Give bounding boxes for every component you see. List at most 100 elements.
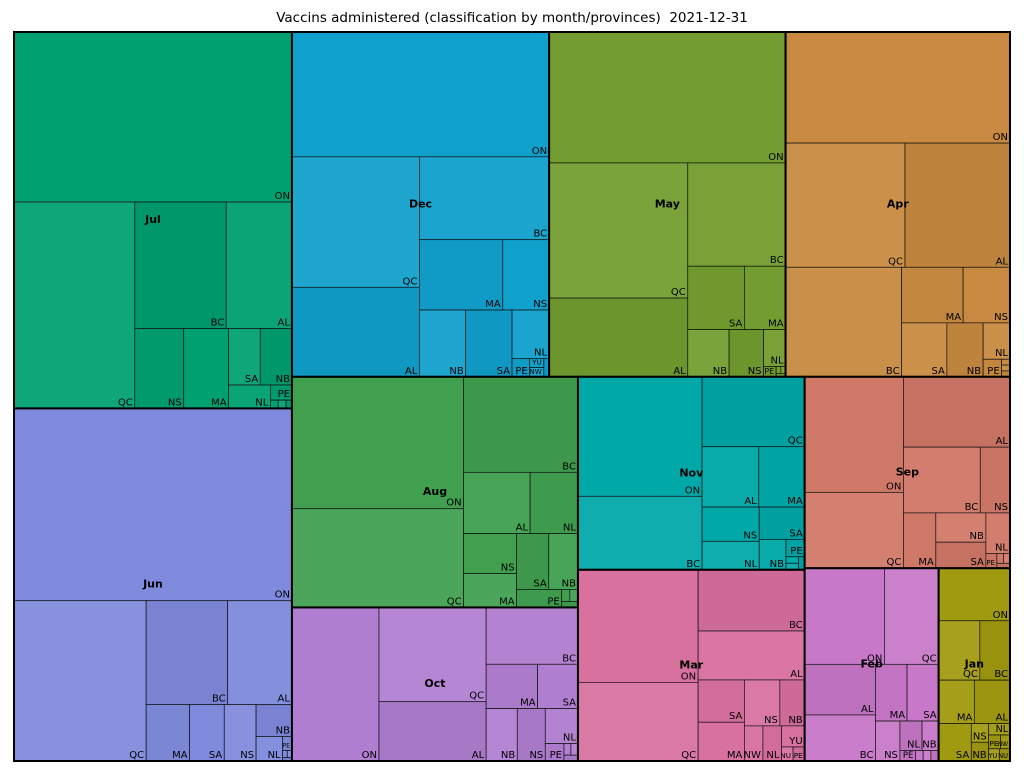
province-label-mar-pe: PE xyxy=(794,751,803,760)
province-label-aug-bc: BC xyxy=(562,461,576,472)
cell-apr-yu xyxy=(1001,364,1011,372)
province-label-may-bc: BC xyxy=(770,255,784,266)
cell-mar-sa xyxy=(697,679,745,723)
cell-jul-ns xyxy=(134,328,185,409)
cell-nov-qc xyxy=(701,376,806,448)
province-label-oct-on: ON xyxy=(362,750,377,761)
cell-aug-bc xyxy=(463,376,579,473)
province-label-feb-ns: NS xyxy=(884,750,898,761)
cell-oct-nw xyxy=(563,743,572,756)
province-label-jul-pe: PE xyxy=(278,389,290,400)
province-label-aug-nl: NL xyxy=(563,523,576,534)
cell-nov-nw xyxy=(785,556,799,564)
cell-aug-ma xyxy=(463,573,517,608)
month-label-sep: Sep xyxy=(896,466,919,479)
province-label-jul-nl: NL xyxy=(255,397,268,408)
province-label-jan-nb: NB xyxy=(972,750,986,761)
province-label-jan-on: ON xyxy=(993,610,1008,621)
province-label-apr-sa: SA xyxy=(932,366,946,377)
province-label-aug-ma: MA xyxy=(499,596,515,607)
province-label-mar-nb: NB xyxy=(788,715,802,726)
cell-may-qc xyxy=(548,162,689,299)
province-label-jun-sa: SA xyxy=(209,750,223,761)
cell-sep-ns xyxy=(979,446,1011,514)
cell-nov-on xyxy=(577,376,703,497)
cell-jun-nw xyxy=(282,750,288,758)
cell-jan-bc xyxy=(979,620,1011,681)
month-label-dec: Dec xyxy=(409,197,432,210)
cell-mar-al xyxy=(697,630,806,681)
province-label-apr-nl: NL xyxy=(995,348,1008,359)
province-label-feb-sa: SA xyxy=(923,710,937,721)
province-label-feb-al: AL xyxy=(861,704,874,715)
province-label-apr-nb: NB xyxy=(967,366,981,377)
province-label-nov-ma: MA xyxy=(787,496,803,507)
cell-jul-nw xyxy=(270,399,279,409)
cell-jun-bc xyxy=(145,600,229,706)
cell-aug-qc xyxy=(291,508,464,608)
province-label-apr-al: AL xyxy=(996,256,1009,267)
cell-jul-al xyxy=(225,201,293,329)
province-label-apr-on: ON xyxy=(993,132,1008,143)
province-label-jun-ma: MA xyxy=(172,750,188,761)
province-label-feb-nb: NB xyxy=(922,739,936,750)
province-label-may-nb: NB xyxy=(713,366,727,377)
province-label-dec-sa: SA xyxy=(497,366,511,377)
cell-jan-on xyxy=(938,567,1011,622)
cell-dec-ma xyxy=(418,239,504,311)
province-label-sep-pe: PE xyxy=(986,559,995,567)
province-label-jun-al: AL xyxy=(278,694,291,705)
cell-feb-qc xyxy=(884,567,940,665)
cell-aug-ns xyxy=(463,533,517,574)
cell-may-on xyxy=(548,31,786,164)
cell-aug-nl xyxy=(529,471,579,534)
province-label-jun-nl: NL xyxy=(268,750,281,761)
cell-nov-al xyxy=(701,446,760,508)
province-label-nov-qc: QC xyxy=(788,436,803,447)
cell-sep-al xyxy=(903,376,1011,448)
province-label-oct-ma: MA xyxy=(520,698,536,709)
province-label-nov-on: ON xyxy=(685,485,700,496)
province-label-sep-nl: NL xyxy=(995,542,1008,553)
province-label-feb-nl: NL xyxy=(907,739,920,750)
province-label-jan-nu: NU xyxy=(998,752,1008,760)
cell-dec-qc xyxy=(291,156,420,288)
province-label-may-qc: QC xyxy=(671,287,686,298)
province-label-sep-ma: MA xyxy=(918,557,934,568)
cell-sep-nw xyxy=(996,553,1004,564)
province-label-sep-qc: QC xyxy=(887,557,902,568)
province-label-sep-bc: BC xyxy=(965,502,979,513)
province-label-jun-ns: NS xyxy=(240,750,254,761)
province-label-apr-ns: NS xyxy=(994,312,1008,323)
province-label-oct-pe: PE xyxy=(550,750,562,761)
cell-mar-ma xyxy=(697,721,745,762)
cell-jun-qc xyxy=(13,600,147,762)
province-label-sep-al: AL xyxy=(996,436,1009,447)
cell-jun-nl xyxy=(255,736,284,762)
cell-dec-nl xyxy=(511,309,550,359)
province-label-may-ns: NS xyxy=(748,366,762,377)
cell-jul-ma xyxy=(183,328,229,409)
province-label-jan-ns: NS xyxy=(973,731,987,742)
province-label-dec-ma: MA xyxy=(485,299,501,310)
province-label-aug-ns: NS xyxy=(501,563,515,574)
province-label-apr-ma: MA xyxy=(946,312,962,323)
province-label-feb-ma: MA xyxy=(890,710,906,721)
cell-dec-al xyxy=(291,286,420,378)
province-label-nov-sa: SA xyxy=(789,528,803,539)
province-label-dec-nl: NL xyxy=(534,347,547,358)
cell-oct-nb xyxy=(485,708,518,762)
cell-aug-yu xyxy=(569,589,579,602)
province-label-nov-pe: PE xyxy=(790,546,802,557)
province-label-may-pe: PE xyxy=(764,367,774,376)
month-group-jul: ON QC BC AL NS MA SA NB NL PE xyxy=(13,31,293,409)
cell-mar-qc xyxy=(577,682,699,762)
province-label-jan-nl: NL xyxy=(996,724,1009,735)
cell-jan-qc xyxy=(938,620,981,681)
cell-sep-sa xyxy=(935,541,987,569)
cell-feb-al xyxy=(804,663,876,716)
province-label-jul-al: AL xyxy=(278,317,291,328)
